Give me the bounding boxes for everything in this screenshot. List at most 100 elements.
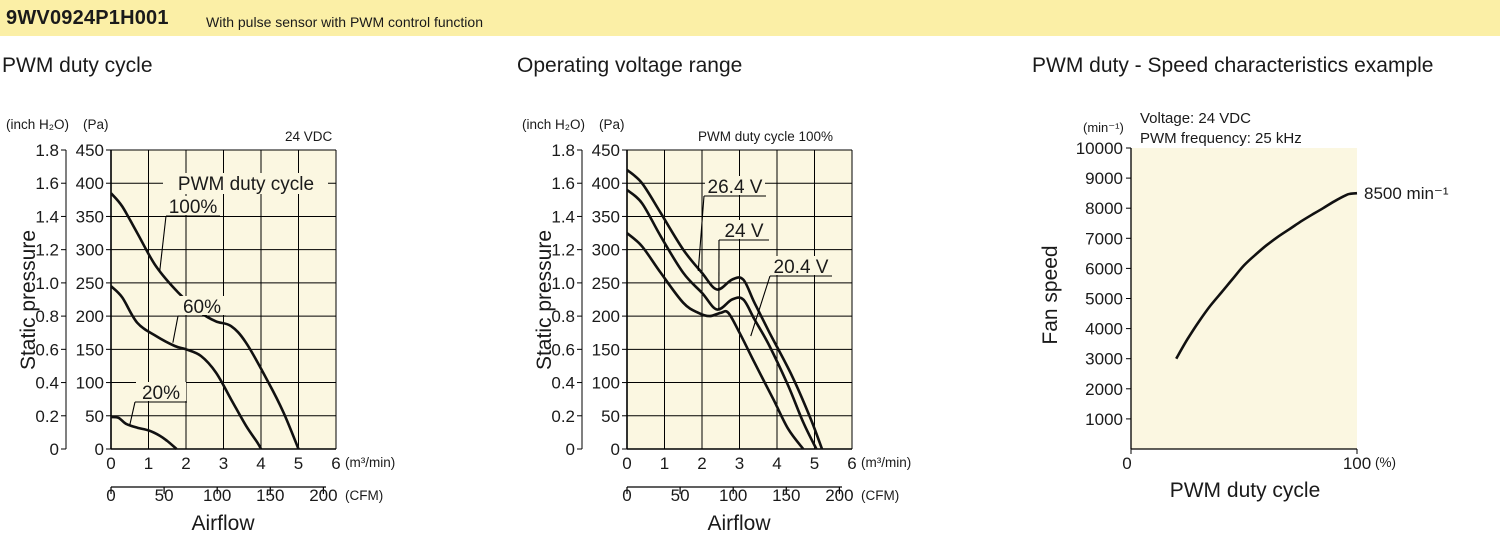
- chart2-x-tick-label: 5: [810, 454, 819, 473]
- chart3-y-unit: (min⁻¹): [1083, 120, 1124, 135]
- pwm-duty-cycle-chart: 00500.21000.41500.62000.82501.03001.2350…: [6, 117, 395, 535]
- chart3-title: PWM duty - Speed characteristics example: [1032, 54, 1434, 77]
- chart2-y-tick-label-inch: 0: [566, 440, 575, 459]
- chart1-series-label: 100%: [169, 197, 218, 218]
- chart2-y-tick-label-inch: 1.2: [551, 241, 575, 260]
- chart1-x-tick-label: 2: [181, 454, 190, 473]
- chart1-label-bg: [179, 296, 225, 315]
- chart2-leader-line: [750, 275, 771, 337]
- chart2-x-unit: (m³/min): [861, 455, 911, 470]
- chart3-annotation-voltage: Voltage: 24 VDC: [1140, 110, 1251, 127]
- chart1-y-unit-pa: (Pa): [83, 117, 109, 132]
- chart1-x-tick-label: 0: [106, 454, 115, 473]
- chart2-cfm-unit: (CFM): [861, 488, 899, 503]
- chart2-label-bg: [705, 176, 765, 195]
- chart1-y-tick-label-pa: 150: [76, 340, 104, 359]
- chart2-cfm-tick-label: 150: [772, 486, 800, 505]
- chart1-y-tick-label-inch: 0.6: [35, 340, 59, 359]
- chart3-y-tick-label: 10000: [1076, 139, 1123, 158]
- chart1-y-label: Static pressure: [17, 230, 40, 370]
- chart2-y-tick-label-pa: 450: [592, 141, 620, 160]
- chart2-label-bg: [720, 220, 768, 239]
- chart2-y-tick-label-inch: 1.4: [551, 207, 575, 226]
- chart1-y-tick-label-pa: 400: [76, 174, 104, 193]
- chart2-y-tick-label-inch: 1.8: [551, 141, 575, 160]
- chart1-y-tick-label-pa: 250: [76, 274, 104, 293]
- chart1-x-tick-label: 3: [219, 454, 228, 473]
- chart2-y-tick-label-inch: 0.8: [551, 307, 575, 326]
- chart2-leader-line: [697, 195, 705, 271]
- chart2-x-tick-label: 0: [622, 454, 631, 473]
- chart2-title: Operating voltage range: [517, 54, 743, 77]
- chart1-leader-line: [129, 401, 136, 426]
- chart1-legend-label: PWM duty cycle: [178, 174, 314, 195]
- operating-voltage-chart: 00500.21000.41500.62000.82501.03001.2350…: [522, 117, 911, 535]
- chart2-series-label: 26.4 V: [708, 177, 763, 198]
- chart1-cfm-tick-label: 100: [203, 486, 231, 505]
- chart1-y-tick-label-inch: 1.4: [35, 207, 59, 226]
- chart1-y-tick-label-pa: 0: [95, 440, 104, 459]
- chart3-x-tick-label: 100: [1343, 454, 1371, 473]
- chart2-y-tick-label-pa: 400: [592, 174, 620, 193]
- chart1-series-line: [110, 415, 178, 450]
- chart2-x-tick-label: 1: [660, 454, 669, 473]
- chart1-note: 24 VDC: [285, 129, 333, 144]
- chart2-y-tick-label-pa: 300: [592, 241, 620, 260]
- chart3-y-label: Fan speed: [1039, 245, 1062, 344]
- chart2-y-tick-label-inch: 1.0: [551, 274, 575, 293]
- chart1-series-line: [110, 285, 263, 450]
- chart1-series-label: 20%: [142, 383, 180, 404]
- chart2-x-tick-label: 3: [735, 454, 744, 473]
- chart2-note: PWM duty cycle 100%: [698, 129, 833, 144]
- model-number: 9WV0924P1H001: [6, 7, 169, 29]
- chart3-x-label: PWM duty cycle: [1170, 479, 1321, 502]
- chart3-y-tick-label: 5000: [1085, 290, 1123, 309]
- chart3-y-tick-label: 3000: [1085, 350, 1123, 369]
- chart2-cfm-tick-label: 0: [622, 486, 631, 505]
- chart1-cfm-tick-label: 0: [106, 486, 115, 505]
- chart1-y-unit-inch: (inch H₂O): [6, 117, 69, 132]
- model-description: With pulse sensor with PWM control funct…: [206, 14, 483, 30]
- chart1-x-unit: (m³/min): [345, 455, 395, 470]
- chart1-y-tick-label-inch: 1.8: [35, 141, 59, 160]
- chart2-y-tick-label-pa: 0: [611, 440, 620, 459]
- chart1-y-tick-label-pa: 50: [85, 407, 104, 426]
- chart1-x-tick-label: 5: [294, 454, 303, 473]
- chart3-plot-area: [1131, 148, 1357, 449]
- chart1-x-tick-label: 4: [256, 454, 265, 473]
- chart1-y-tick-label-inch: 0: [50, 440, 59, 459]
- chart1-y-tick-label-inch: 1.0: [35, 274, 59, 293]
- chart2-cfm-tick-label: 50: [671, 486, 690, 505]
- chart2-y-tick-label-pa: 200: [592, 307, 620, 326]
- chart3-x-tick-label: 0: [1122, 454, 1131, 473]
- chart1-series-label: 60%: [183, 297, 221, 318]
- header-bar: 9WV0924P1H001 With pulse sensor with PWM…: [0, 0, 1500, 36]
- chart1-y-tick-label-inch: 0.8: [35, 307, 59, 326]
- chart2-y-tick-label-pa: 150: [592, 340, 620, 359]
- chart2-cfm-tick-label: 100: [719, 486, 747, 505]
- chart3-y-tick-label: 1000: [1085, 410, 1123, 429]
- chart1-label-bg: [136, 382, 186, 401]
- chart3-y-tick-label: 8000: [1085, 199, 1123, 218]
- chart2-y-label: Static pressure: [533, 230, 556, 370]
- chart3-y-tick-label: 2000: [1085, 380, 1123, 399]
- chart1-cfm-tick-label: 150: [256, 486, 284, 505]
- chart1-cfm-tick-label: 50: [155, 486, 174, 505]
- chart3-end-label: 8500 min⁻¹: [1364, 184, 1449, 203]
- chart2-x-label: Airflow: [707, 512, 771, 535]
- chart2-y-tick-label-pa: 250: [592, 274, 620, 293]
- chart1-y-tick-label-pa: 350: [76, 207, 104, 226]
- chart1-y-tick-label-pa: 450: [76, 141, 104, 160]
- chart2-series-label: 20.4 V: [774, 257, 829, 278]
- chart2-series-line: [626, 168, 824, 450]
- chart2-x-tick-label: 6: [847, 454, 856, 473]
- chart2-series-label: 24 V: [724, 221, 763, 242]
- chart3-series-line: [1175, 191, 1358, 360]
- chart3-y-tick-label: 7000: [1085, 229, 1123, 248]
- chart2-x-tick-label: 4: [772, 454, 781, 473]
- chart1-x-tick-label: 1: [144, 454, 153, 473]
- chart2-series-line: [626, 232, 805, 450]
- chart1-series-line: [110, 192, 300, 450]
- chart3-y-tick-label: 4000: [1085, 320, 1123, 339]
